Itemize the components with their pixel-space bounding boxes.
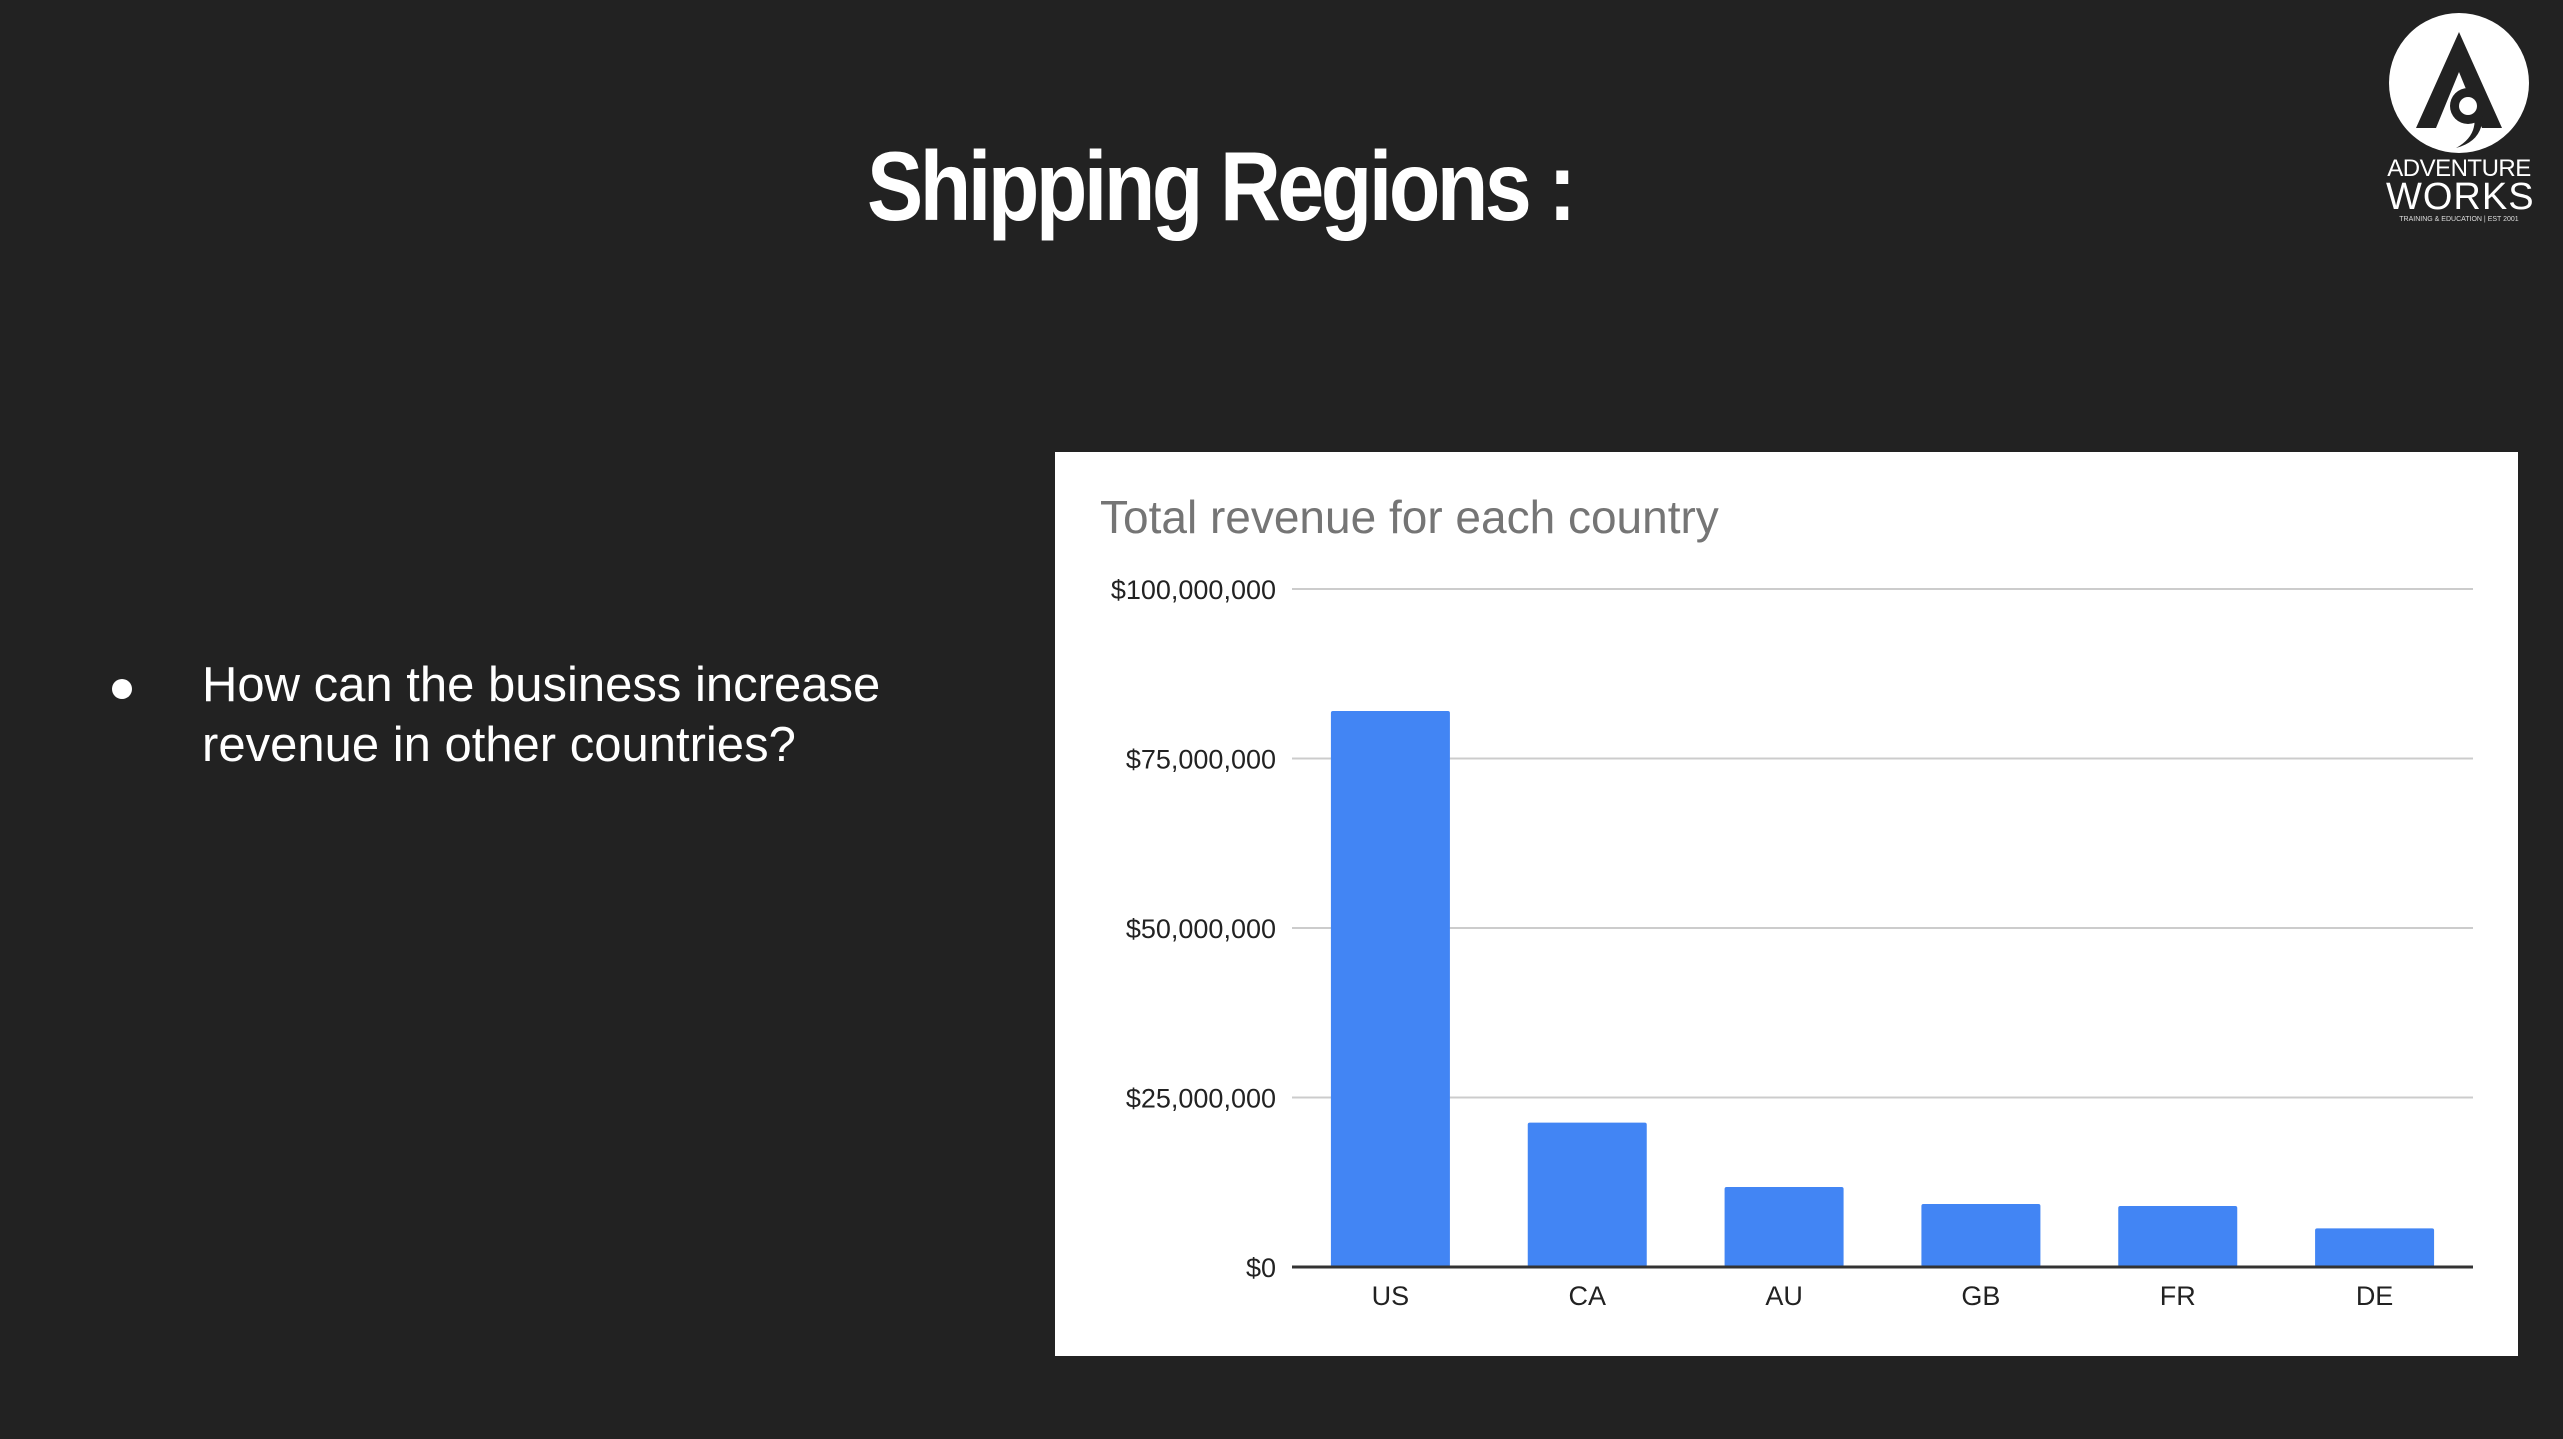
x-tick-label: CA bbox=[1568, 1281, 1606, 1311]
bar-au bbox=[1724, 1186, 1844, 1267]
logo-text-tagline: TRAINING & EDUCATION | EST 2001 bbox=[2399, 216, 2519, 223]
y-tick-label: $25,000,000 bbox=[1126, 1084, 1276, 1114]
bar-gb bbox=[1921, 1203, 2041, 1267]
y-tick-label: $50,000,000 bbox=[1126, 914, 1276, 944]
x-tick-label: FR bbox=[2160, 1281, 2196, 1311]
x-tick-label: GB bbox=[1961, 1281, 2000, 1311]
x-tick-label: US bbox=[1372, 1281, 1410, 1311]
bullet-item: How can the business increase revenue in… bbox=[100, 655, 980, 775]
bullet-dot-icon bbox=[112, 679, 132, 699]
x-tick-label: AU bbox=[1765, 1281, 1803, 1311]
y-tick-label: $0 bbox=[1246, 1253, 1276, 1283]
bullet-text: How can the business increase revenue in… bbox=[202, 658, 881, 772]
chart-plot: $0 $25,000,000 $50,000,000 $75,000,000 $100,… bbox=[1111, 575, 2473, 1311]
adventure-works-logo: ADVENTURE WORKS TRAINING & EDUCATION | E… bbox=[2386, 10, 2535, 223]
revenue-chart: Total revenue for each country $0 $25,000… bbox=[1055, 452, 2518, 1356]
bullet-list: How can the business increase revenue in… bbox=[100, 655, 980, 775]
bar-us bbox=[1330, 711, 1450, 1267]
y-tick-label: $100,000,000 bbox=[1111, 575, 1276, 605]
x-tick-label: DE bbox=[2356, 1281, 2394, 1311]
logo-text-adventure: ADVENTURE bbox=[2387, 155, 2531, 182]
bar-ca bbox=[1527, 1122, 1647, 1267]
slide-title: Shipping Regions : bbox=[867, 131, 1576, 241]
adventure-works-logo-icon bbox=[2389, 13, 2529, 153]
bar-de bbox=[2315, 1228, 2435, 1267]
chart-title: Total revenue for each country bbox=[1100, 491, 1719, 543]
y-tick-label: $75,000,000 bbox=[1126, 745, 1276, 775]
logo-text-works: WORKS bbox=[2386, 176, 2535, 218]
bar-fr bbox=[2118, 1205, 2238, 1267]
